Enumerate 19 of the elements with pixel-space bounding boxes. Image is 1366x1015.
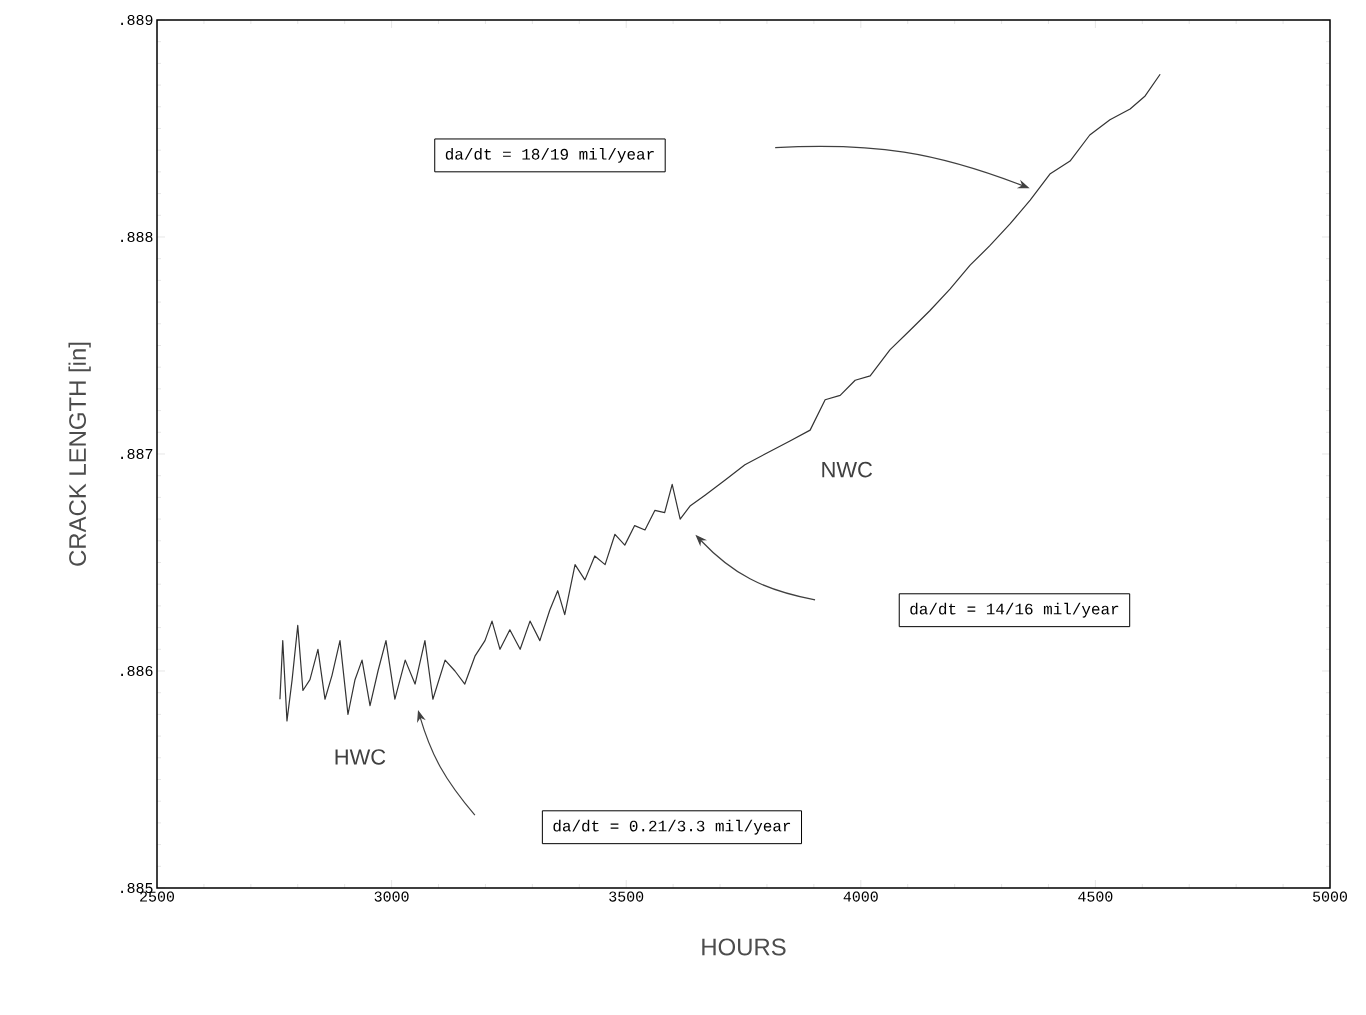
y-tick-label: .887 [121, 448, 153, 460]
x-tick-label: 3000 [374, 891, 409, 902]
y-tick-label: .889 [121, 14, 153, 26]
y-tick-label: .885 [121, 882, 153, 894]
x-tick-label: 2500 [140, 891, 175, 902]
x-axis-title: HOURS [702, 938, 786, 956]
x-tick-label: 3500 [609, 891, 644, 902]
x-tick-label: 4000 [843, 891, 878, 902]
x-tick-label: 4500 [1078, 891, 1113, 902]
y-tick-label: .888 [121, 231, 153, 243]
annotation: da/dt = 18/19 mil/year [445, 147, 654, 163]
annotation: HWC [335, 749, 386, 765]
y-tick-label: .886 [121, 665, 153, 677]
annotation: da/dt = 0.21/3.3 mil/year [553, 819, 791, 835]
annotation: NWC [822, 461, 873, 478]
y-axis-title: CRACK LENGTH [in] [68, 342, 91, 566]
line-series [279, 73, 1161, 722]
x-tick-label: 5000 [1313, 891, 1348, 902]
annotation: da/dt = 14/16 mil/year [910, 602, 1119, 618]
